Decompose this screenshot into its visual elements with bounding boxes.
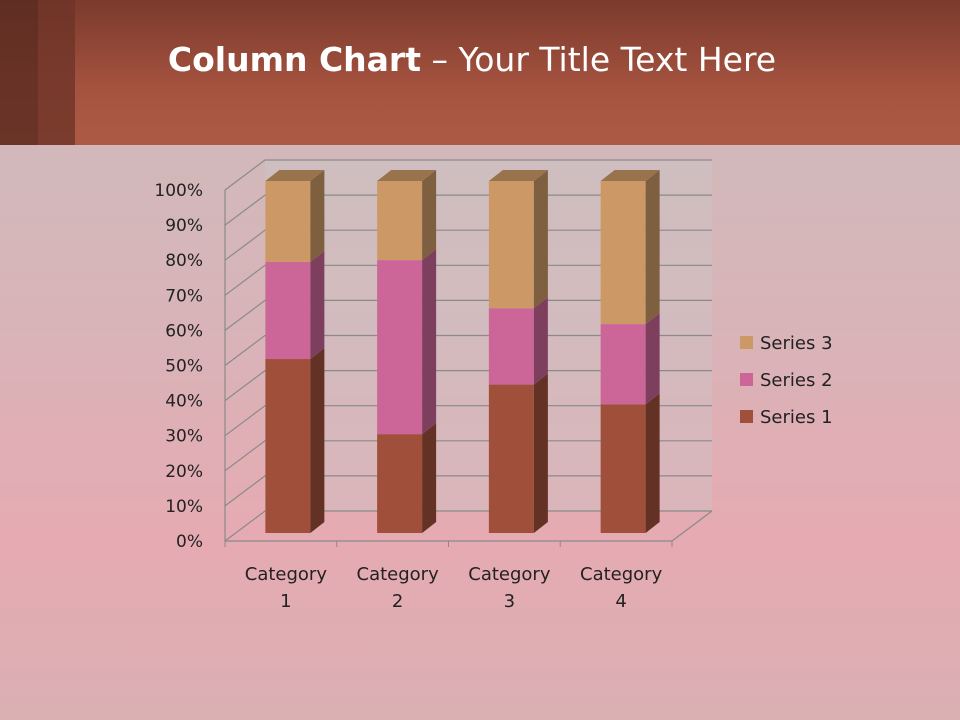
gridline <box>224 510 712 542</box>
bar-segment-side <box>310 170 325 262</box>
y-tick-label: 60% <box>165 321 203 341</box>
x-category-label: 4 <box>615 591 626 612</box>
slide-title: Column Chart – Your Title Text Here <box>0 40 944 79</box>
x-category-label: Category <box>357 564 440 585</box>
legend-swatch <box>740 336 753 349</box>
bar-segment-side <box>310 348 325 533</box>
gridline <box>224 405 712 437</box>
bar-segment-side <box>422 423 437 533</box>
bar-top <box>377 170 437 181</box>
bar-segment-front <box>377 434 423 533</box>
gridline <box>224 299 712 331</box>
legend-label: Series 1 <box>760 407 833 428</box>
gridline <box>224 229 712 261</box>
y-tick-label: 30% <box>165 427 203 447</box>
legend-swatch <box>740 373 753 386</box>
gridline <box>224 370 712 402</box>
bar-segment-side <box>645 170 660 325</box>
bar-segment-front <box>488 308 534 385</box>
bar-top <box>265 170 325 181</box>
bar-segment-front <box>488 384 534 533</box>
title-rest: – Your Title Text Here <box>420 40 777 79</box>
gridline <box>224 264 712 296</box>
bar-segment-front <box>265 359 311 533</box>
decor-strip <box>0 0 38 145</box>
gridline <box>224 159 712 191</box>
title-banner: Column Chart – Your Title Text Here <box>0 0 960 145</box>
bar-segment-side <box>533 297 548 385</box>
y-tick-label: 100% <box>154 181 203 201</box>
y-tick-label: 70% <box>165 286 203 306</box>
y-tick-label: 90% <box>165 216 203 236</box>
y-tick-label: 0% <box>176 532 203 552</box>
y-tick-label: 80% <box>165 251 203 271</box>
legend-label: Series 3 <box>760 333 833 354</box>
bar-segment-side <box>533 170 548 309</box>
bar-segment-front <box>377 260 423 435</box>
x-category-label: Category <box>468 564 551 585</box>
x-category-label: Category <box>245 564 328 585</box>
bar-segment-front <box>600 324 646 405</box>
x-category-label: Category <box>580 564 663 585</box>
bar-segment-side <box>310 250 325 360</box>
bar-segment-front <box>377 181 423 261</box>
x-category-label: 1 <box>280 591 291 612</box>
title-bold: Column Chart <box>167 40 421 79</box>
bar-segment-front <box>600 404 646 533</box>
bar-segment-side <box>645 313 660 405</box>
x-category-label: 3 <box>504 591 515 612</box>
decor-strip <box>38 0 75 145</box>
bar-segment-side <box>422 170 437 261</box>
bar-top <box>600 170 660 181</box>
y-tick-label: 20% <box>165 462 203 482</box>
bar-segment-side <box>533 373 548 533</box>
bar-segment-front <box>488 181 534 309</box>
y-tick-label: 50% <box>165 357 203 377</box>
bar-segment-side <box>645 393 660 533</box>
bar-top <box>488 170 548 181</box>
y-tick-label: 10% <box>165 497 203 517</box>
gridline <box>224 334 712 366</box>
gridline <box>224 194 712 226</box>
x-category-label: 2 <box>392 591 403 612</box>
bar-segment-front <box>265 261 311 360</box>
gridline <box>224 440 712 472</box>
y-tick-label: 40% <box>165 392 203 412</box>
gridline <box>224 475 712 507</box>
bar-segment-front <box>600 181 646 325</box>
legend-label: Series 2 <box>760 370 833 391</box>
bar-segment-front <box>265 181 311 262</box>
legend-swatch <box>740 410 753 423</box>
bar-segment-side <box>422 249 437 435</box>
